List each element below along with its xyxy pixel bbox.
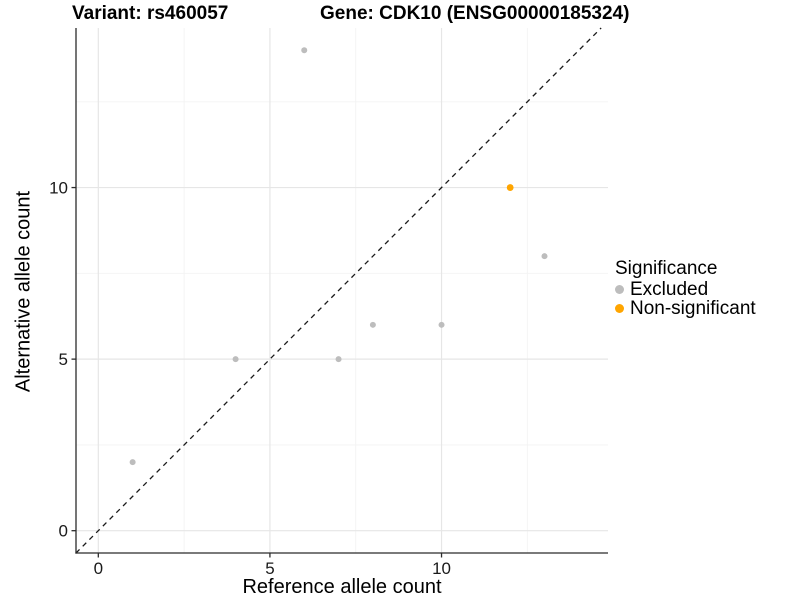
legend-items: Excluded Non-significant — [615, 280, 756, 318]
data-point-excluded — [541, 253, 548, 260]
panel-background — [76, 28, 608, 553]
y-axis-title: Alternative allele count — [12, 190, 35, 393]
gene-title: Gene: CDK10 (ENSG00000185324) — [320, 3, 630, 24]
legend-item-label: Excluded — [630, 279, 709, 300]
data-point-excluded — [335, 356, 342, 363]
legend-key-dot-icon — [615, 285, 624, 294]
data-point-excluded — [438, 321, 445, 328]
y-tick-label: 0 — [59, 522, 68, 541]
data-point-excluded — [232, 356, 239, 363]
legend-key-dot-icon — [615, 304, 624, 313]
data-point-excluded — [369, 321, 376, 328]
legend-item: Excluded — [615, 280, 756, 299]
data-point-excluded — [129, 459, 136, 466]
legend: Significance Excluded Non-significant — [615, 258, 756, 318]
identity-line — [75, 27, 602, 554]
legend-item-label: Non-significant — [630, 298, 756, 319]
variant-title: Variant: rs460057 — [72, 3, 229, 24]
x-tick-label: 0 — [94, 559, 103, 578]
data-point-excluded — [301, 47, 308, 54]
x-axis-title: Reference allele count — [242, 576, 442, 598]
x-tick-label: 10 — [432, 559, 451, 578]
legend-title: Significance — [615, 258, 718, 279]
data-point-non-significant — [506, 184, 514, 191]
y-tick-label: 5 — [59, 350, 68, 369]
legend-item: Non-significant — [615, 299, 756, 318]
y-tick-label: 10 — [49, 179, 68, 198]
x-tick-label: 5 — [265, 559, 274, 578]
